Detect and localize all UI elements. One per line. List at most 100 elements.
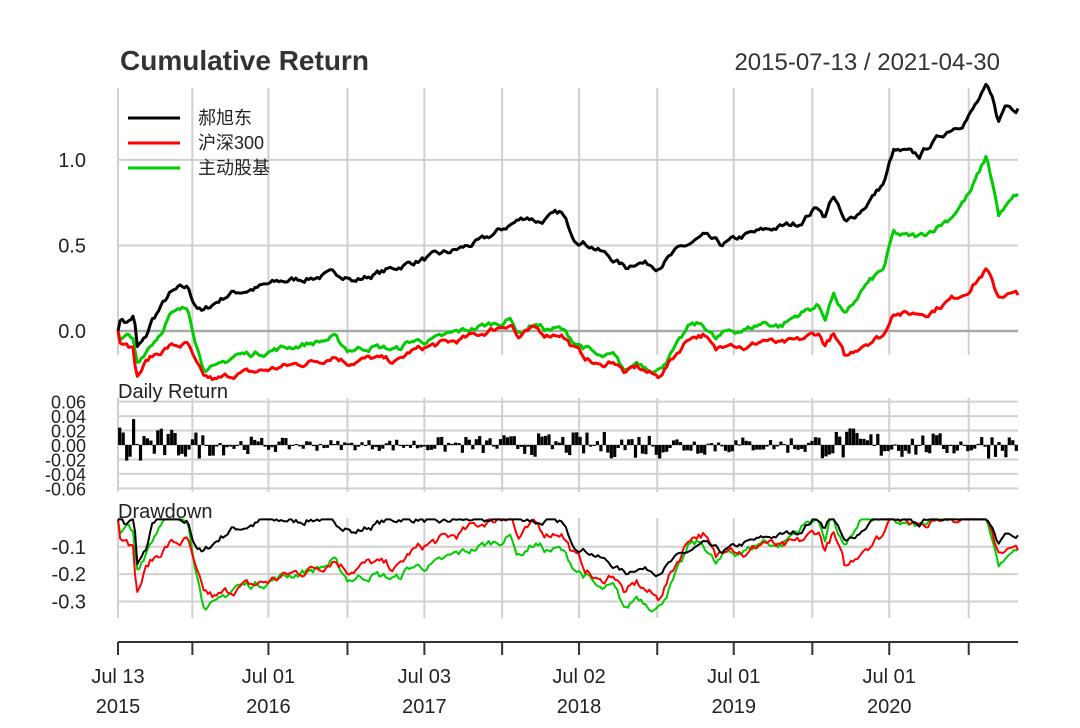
daily-return-bar <box>564 445 568 453</box>
daily-return-bar <box>467 439 471 445</box>
daily-return-bar <box>429 445 433 450</box>
daily-return-bar <box>433 445 437 449</box>
daily-return-bar <box>377 445 381 451</box>
daily-return-bar <box>845 431 849 445</box>
daily-return-bar <box>886 445 890 452</box>
daily-return-bar <box>381 445 385 449</box>
x-tick-label-month: Jul 01 <box>863 666 916 688</box>
daily-return-bar <box>751 445 755 451</box>
daily-return-bar <box>395 439 399 445</box>
daily-return-bar <box>235 445 239 447</box>
x-tick-label-month: Jul 02 <box>552 666 605 688</box>
daily-return-bar <box>1011 440 1015 445</box>
daily-return-bar <box>121 432 125 445</box>
daily-return-bar <box>741 437 745 445</box>
daily-return-bar <box>824 445 828 457</box>
x-tick-label-year: 2018 <box>557 696 602 718</box>
drawdown-line-1 <box>118 518 1019 578</box>
y-tick-label: -0.06 <box>45 479 86 499</box>
y-tick-label: 0.0 <box>58 321 86 343</box>
daily-return-bar <box>689 445 693 451</box>
daily-return-bar <box>557 442 561 445</box>
daily-return-bar <box>561 436 565 445</box>
daily-return-bar <box>675 439 679 445</box>
daily-return-bar <box>447 442 451 445</box>
daily-return-bar <box>973 445 977 449</box>
daily-return-bar <box>810 440 814 445</box>
y-tick-label: -0.1 <box>52 537 86 559</box>
legend-label-3: 主动股基 <box>198 158 270 178</box>
daily-return-bar <box>588 445 593 447</box>
daily-return-bar <box>917 445 921 446</box>
daily-return-bar <box>474 439 478 445</box>
daily-return-bar <box>706 443 710 445</box>
legend-label-1: 郝旭东 <box>198 108 252 128</box>
daily-return-bar <box>436 437 440 445</box>
daily-return-bar <box>543 435 548 445</box>
daily-return-bar <box>197 445 201 459</box>
chart-title: Cumulative Return <box>120 45 369 76</box>
daily-return-bar <box>166 433 170 445</box>
daily-return-bar <box>914 445 918 455</box>
daily-return-bar <box>647 435 651 445</box>
daily-return-bar <box>215 445 219 447</box>
daily-return-bar <box>218 443 222 445</box>
daily-return-bar <box>762 445 766 450</box>
daily-return-bar <box>820 445 824 459</box>
daily-return-bar <box>1004 445 1008 458</box>
daily-return-bar <box>931 433 935 445</box>
daily-return-bar <box>402 445 406 448</box>
daily-return-bar <box>263 445 267 447</box>
daily-return-bar <box>159 428 163 445</box>
daily-return-bar <box>242 445 246 450</box>
daily-return-bar <box>606 445 610 453</box>
x-tick-label-month: Jul 03 <box>398 666 451 688</box>
daily-return-bar <box>734 440 738 445</box>
daily-return-bar <box>852 428 856 445</box>
y-tick-label: 0.06 <box>51 393 86 413</box>
daily-return-bar <box>329 440 333 445</box>
daily-return-bar <box>786 445 790 453</box>
daily-return-bar <box>301 445 305 449</box>
daily-return-bar <box>485 440 489 445</box>
daily-return-bar <box>678 442 683 445</box>
daily-return-bar <box>388 440 392 445</box>
daily-return-bar <box>384 443 388 445</box>
y-tick-label: 0.5 <box>58 235 86 257</box>
daily-return-bar <box>350 442 354 445</box>
daily-return-bar <box>921 435 925 445</box>
x-tick-label-year: 2015 <box>96 696 141 718</box>
daily-return-bar <box>187 445 191 450</box>
daily-return-bar <box>550 445 554 450</box>
daily-return-bar <box>370 445 374 450</box>
daily-return-bar <box>993 445 998 457</box>
daily-return-bar <box>841 445 845 458</box>
daily-return-bar <box>505 437 509 445</box>
daily-return-bar <box>346 443 350 445</box>
daily-return-bar <box>208 445 212 456</box>
daily-return-bar <box>533 445 537 457</box>
daily-return-bar <box>211 445 215 456</box>
daily-return-bar <box>422 445 426 447</box>
daily-return-bar <box>125 445 129 461</box>
daily-return-bar <box>962 445 966 446</box>
daily-return-bar <box>952 445 956 454</box>
cumulative-line-3 <box>116 155 1019 375</box>
daily-return-bar <box>948 445 953 446</box>
daily-return-bar <box>464 437 468 445</box>
daily-return-bar <box>969 445 973 451</box>
daily-return-bar <box>942 445 946 449</box>
daily-return-bar <box>519 445 523 447</box>
daily-return-bar <box>727 445 731 453</box>
daily-return-bar <box>897 445 901 451</box>
daily-return-bar <box>315 445 319 451</box>
daily-return-bar <box>575 432 579 445</box>
daily-return-bar <box>672 440 676 445</box>
legend: 郝旭东 沪深300 主动股基 <box>128 108 270 178</box>
daily-return-bar <box>997 442 1001 445</box>
daily-return-bar <box>658 445 662 459</box>
daily-return-bar <box>291 445 295 446</box>
daily-return-bar <box>630 439 634 445</box>
daily-return-bar <box>665 445 669 452</box>
daily-return-bar <box>512 436 516 445</box>
